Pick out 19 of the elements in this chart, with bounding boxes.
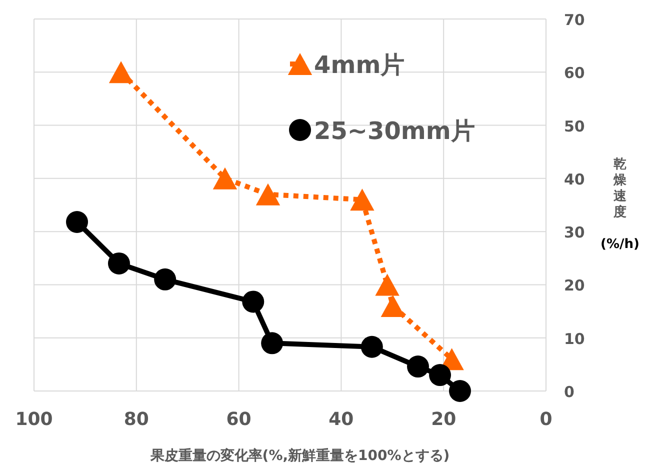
y-tick-label: 0 <box>564 383 574 401</box>
y-tick-label: 50 <box>564 117 585 136</box>
legend-label: 4mm片 <box>314 51 405 79</box>
y-tick-label: 60 <box>564 64 585 82</box>
x-tick-label: 100 <box>15 409 53 430</box>
x-tick-label: 20 <box>431 409 456 430</box>
y-tick-label: 70 <box>564 11 585 29</box>
legend-label: 25~30mm片 <box>314 117 475 145</box>
text: (%/h) <box>600 237 640 252</box>
x-axis-title: 果皮重量の変化率(%,新鮮重量を100%とする) <box>149 447 450 464</box>
y-tick-label: 40 <box>564 170 585 188</box>
y-tick-label: 10 <box>564 330 585 348</box>
x-tick-label: 40 <box>328 409 354 430</box>
x-tick-label: 80 <box>124 409 149 430</box>
y-tick-label: 20 <box>564 276 585 295</box>
x-tick-label: 0 <box>540 409 552 430</box>
ylabel: 乾燥速度 <box>614 157 626 220</box>
x-tick-label: 60 <box>226 409 252 430</box>
y-tick-label: 30 <box>564 224 585 242</box>
